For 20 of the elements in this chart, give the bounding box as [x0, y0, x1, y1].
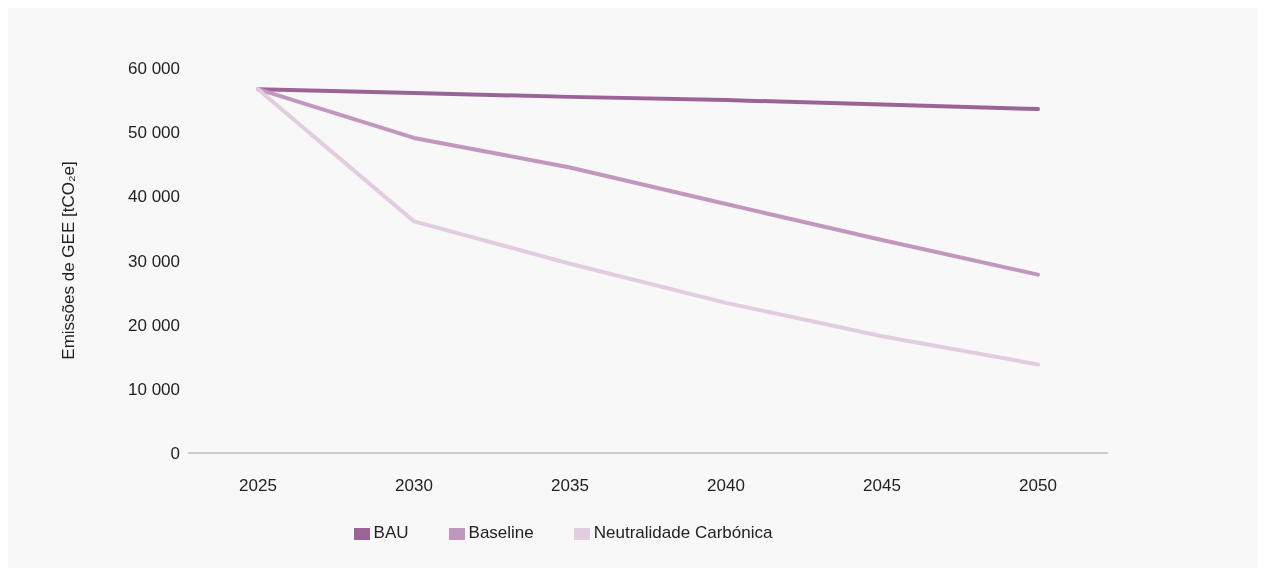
y-tick-label: 40 000 [128, 187, 180, 207]
y-tick-label: 60 000 [128, 59, 180, 79]
y-axis-title: Emissões de GEE [tCO₂e] [59, 161, 79, 360]
legend-label: BAU [373, 523, 409, 542]
legend-label: Neutralidade Carbónica [593, 523, 773, 542]
y-tick-label: 20 000 [128, 315, 180, 335]
y-tick-label: 30 000 [128, 251, 180, 271]
y-tick-label: 50 000 [128, 123, 180, 143]
x-tick-label: 2025 [239, 476, 277, 496]
x-tick-label: 2030 [395, 476, 433, 496]
y-tick-label: 0 [170, 444, 180, 464]
legend-label: Baseline [468, 523, 534, 542]
x-tick-label: 2050 [1019, 476, 1057, 496]
line-series [256, 87, 1040, 112]
line-series [256, 87, 1040, 367]
line-series [256, 87, 1040, 277]
x-tick-label: 2045 [863, 476, 901, 496]
x-tick-label: 2035 [551, 476, 589, 496]
x-tick-label: 2040 [707, 476, 745, 496]
y-tick-label: 10 000 [128, 379, 180, 399]
